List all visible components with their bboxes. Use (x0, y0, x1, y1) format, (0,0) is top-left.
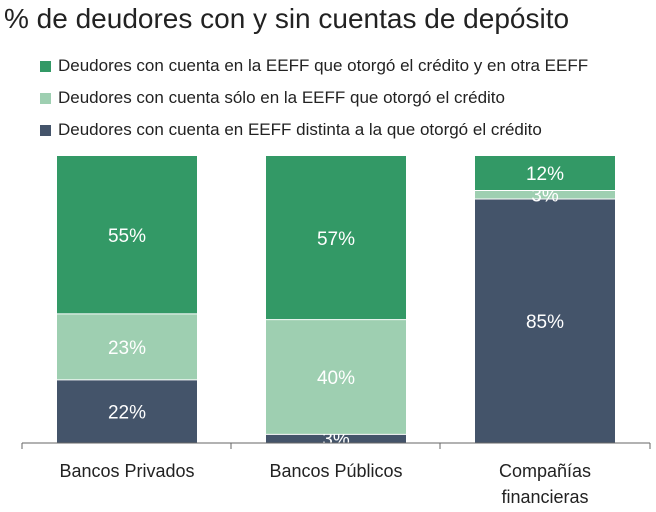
chart-title: % de deudores con y sin cuentas de depós… (4, 3, 570, 34)
data-label: 3% (322, 430, 350, 451)
data-label: 85% (526, 312, 564, 333)
data-label: 12% (526, 164, 564, 185)
bar-segment (266, 156, 406, 320)
legend-item-distinta: Deudores con cuenta en EEFF distinta a l… (40, 114, 588, 146)
legend-item-solo-otorgante: Deudores con cuenta sólo en la EEFF que … (40, 82, 588, 114)
legend-swatch (40, 60, 51, 72)
bar-segment (57, 379, 197, 443)
bar-segment (57, 156, 197, 314)
legend-swatch (40, 92, 51, 104)
category-label-companias-financieras: Compañías financieras (498, 461, 592, 507)
data-label: 23% (108, 338, 146, 359)
data-label: 22% (108, 402, 146, 423)
legend-item-ambas: Deudores con cuenta en la EEFF que otorg… (40, 50, 588, 82)
data-label: 3% (531, 186, 559, 207)
legend-label: Deudores con cuenta sólo en la EEFF que … (58, 88, 505, 107)
category-label-bancos-privados: Bancos Privados (59, 461, 195, 481)
bar-segment (475, 156, 615, 191)
data-label: 55% (108, 226, 146, 247)
data-label: 40% (317, 368, 355, 389)
bar-segment (475, 199, 615, 443)
legend-label: Deudores con cuenta en EEFF distinta a l… (58, 120, 542, 139)
bar-segment (57, 313, 197, 380)
legend-swatch (40, 124, 51, 136)
legend: Deudores con cuenta en la EEFF que otorg… (40, 50, 588, 146)
bar-segment (266, 319, 406, 435)
bar-segment (475, 190, 615, 200)
category-label-bancos-publicos: Bancos Públicos (269, 461, 403, 481)
bar-segment (266, 434, 406, 443)
data-label: 57% (317, 229, 355, 250)
legend-label: Deudores con cuenta en la EEFF que otorg… (58, 56, 589, 75)
